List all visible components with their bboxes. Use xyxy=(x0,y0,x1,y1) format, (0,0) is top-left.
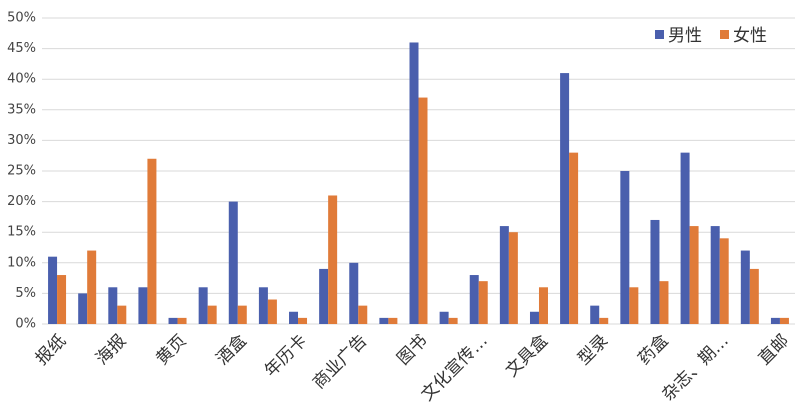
bar xyxy=(478,281,488,324)
bar xyxy=(207,305,217,324)
x-tick-label: 药盒 xyxy=(634,331,672,369)
bar xyxy=(138,287,148,324)
bar xyxy=(237,305,247,324)
bar xyxy=(258,287,268,324)
x-tick-label: 直邮 xyxy=(755,331,793,369)
bar xyxy=(560,73,570,324)
bar xyxy=(379,317,389,324)
bar xyxy=(620,171,630,324)
x-tick-label: 海报 xyxy=(92,331,130,369)
legend-swatch xyxy=(655,30,664,39)
bar xyxy=(590,305,600,324)
x-tick-label: 文化宣传… xyxy=(418,331,492,405)
bar xyxy=(680,152,690,324)
y-tick-label: 40% xyxy=(7,72,36,87)
bar xyxy=(770,317,780,324)
y-tick-label: 10% xyxy=(7,255,36,270)
bar xyxy=(749,268,759,324)
bar xyxy=(117,305,127,324)
bar xyxy=(328,195,338,324)
bar xyxy=(319,268,329,324)
bar xyxy=(48,256,58,324)
x-tick-label: 酒盒 xyxy=(213,331,251,369)
x-tick-label: 文具盒 xyxy=(502,331,552,381)
bar xyxy=(198,287,208,324)
y-tick-label: 50% xyxy=(7,11,36,26)
bar xyxy=(78,293,88,324)
y-tick-label: 15% xyxy=(7,225,36,240)
legend-label: 男性 xyxy=(668,26,702,46)
y-tick-label: 25% xyxy=(7,164,36,179)
y-tick-label: 20% xyxy=(7,194,36,209)
y-tick-label: 45% xyxy=(7,41,36,56)
x-tick-label: 图书 xyxy=(393,331,431,369)
y-tick-label: 5% xyxy=(15,286,36,301)
bar xyxy=(689,226,699,324)
bar xyxy=(409,42,419,324)
bar xyxy=(508,232,518,324)
bar xyxy=(710,226,720,324)
x-tick-label: 商业广告 xyxy=(309,331,371,393)
bar xyxy=(228,201,238,324)
bar xyxy=(418,97,428,324)
bar xyxy=(388,317,398,324)
y-tick-label: 30% xyxy=(7,133,36,148)
bar xyxy=(740,250,750,324)
bar xyxy=(267,299,277,324)
x-tick-label: 杂志、期… xyxy=(659,331,733,405)
bar xyxy=(358,305,368,324)
x-tick-label: 报纸 xyxy=(32,331,70,369)
bar xyxy=(177,317,187,324)
bar xyxy=(569,152,579,324)
bar xyxy=(108,287,118,324)
bar xyxy=(298,317,308,324)
bar xyxy=(57,275,67,324)
bar xyxy=(168,317,178,324)
bar xyxy=(779,317,789,324)
x-tick-label: 型录 xyxy=(574,331,612,369)
bar xyxy=(529,311,539,324)
bar xyxy=(448,317,458,324)
x-tick-label: 黄页 xyxy=(152,331,190,369)
bar xyxy=(289,311,299,324)
bar xyxy=(469,275,479,324)
bar xyxy=(349,262,359,324)
x-tick-label: 年历卡 xyxy=(261,331,311,381)
legend-swatch xyxy=(720,30,729,39)
bar xyxy=(439,311,449,324)
y-tick-label: 35% xyxy=(7,102,36,117)
bar xyxy=(499,226,509,324)
bar xyxy=(629,287,639,324)
bar xyxy=(147,158,157,324)
bar xyxy=(87,250,97,324)
bar xyxy=(719,238,729,324)
bar xyxy=(599,317,609,324)
bar xyxy=(650,219,660,324)
bar xyxy=(538,287,548,324)
legend-label: 女性 xyxy=(733,26,767,46)
bar xyxy=(659,281,669,324)
y-tick-label: 0% xyxy=(15,317,36,332)
